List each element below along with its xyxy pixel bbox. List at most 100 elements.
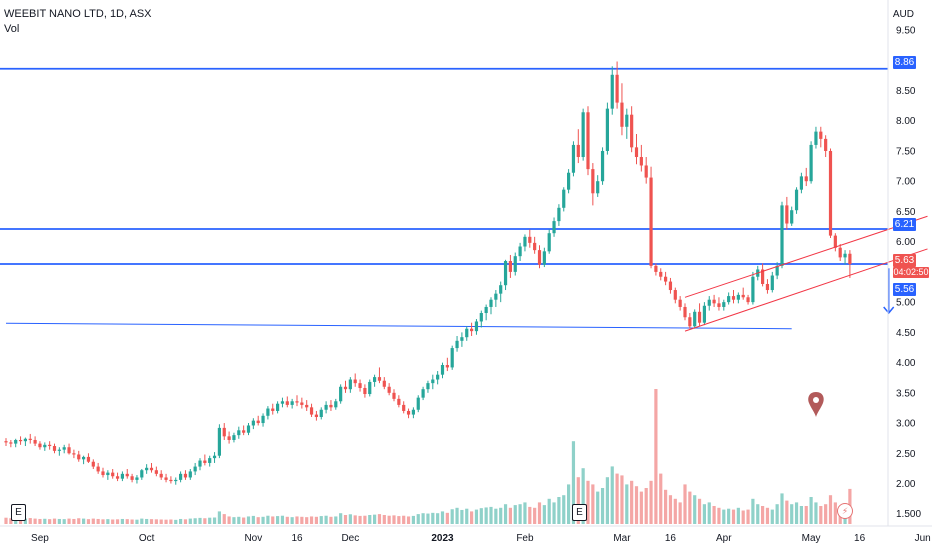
volume-bar [644, 488, 648, 524]
price-tag-level-mid: 6.21 [893, 218, 916, 231]
volume-bar [828, 495, 833, 524]
candle-body [203, 460, 207, 463]
volume-bar [804, 506, 808, 524]
candle-body [542, 251, 546, 265]
y-tick-label: 8.50 [896, 86, 916, 97]
volume-bar [809, 497, 813, 524]
volume-bar [212, 517, 217, 524]
candle-body [722, 302, 726, 307]
volume-bar [339, 513, 343, 524]
candle-body [164, 477, 168, 480]
candle-body [368, 381, 372, 395]
candle-body [630, 114, 634, 148]
candle-body [145, 467, 149, 471]
volume-bar [358, 515, 362, 524]
volume-bar [707, 502, 711, 524]
volume-bar [794, 502, 799, 524]
candle-body [140, 470, 144, 478]
time-axis: Sep Oct Nov 16 Dec 2023 Feb Mar 16 Apr May 16 Jun [31, 533, 931, 544]
volume-bar [169, 519, 173, 524]
volume-bar [48, 519, 52, 524]
volume-bar [678, 502, 682, 524]
support-trend-line [5, 322, 792, 330]
volume-bar [445, 512, 449, 524]
volume-bar [164, 519, 168, 524]
volume-bar [630, 480, 634, 524]
candle-body [48, 444, 52, 447]
volume-bar [610, 466, 614, 524]
volume-bar [353, 515, 357, 524]
candle-body [440, 365, 445, 375]
candle-body [101, 471, 105, 476]
lightning-icon[interactable]: ⚡ [837, 503, 853, 519]
candle-body [373, 377, 377, 382]
y-tick-label: 7.50 [896, 146, 916, 157]
candle-body [465, 328, 469, 338]
y-tick-label: 3.50 [896, 388, 916, 399]
candle-body [358, 383, 362, 388]
candle-body [300, 402, 304, 405]
candle-body [43, 444, 47, 448]
candles [4, 61, 852, 485]
volume-bar [499, 507, 503, 524]
candle-body [242, 430, 246, 433]
volume-bar [533, 507, 537, 524]
candle-body [309, 407, 314, 415]
candle-body [406, 410, 411, 415]
volume-bar [82, 518, 86, 524]
volume-bar [256, 517, 260, 524]
volume-bar [440, 511, 445, 524]
volume-bar [489, 506, 493, 524]
currency-label: AUD [892, 9, 914, 20]
candle-body [654, 265, 658, 272]
candle-body [513, 256, 517, 272]
horizontal-levels [0, 67, 888, 330]
candle-body [634, 147, 639, 158]
candle-body [547, 233, 551, 252]
x-tick-label: 2023 [431, 533, 454, 544]
candle-body [819, 131, 823, 139]
volume-bar [159, 519, 163, 524]
volume-bar [634, 486, 639, 524]
candle-body [712, 299, 716, 304]
earnings-event-icon[interactable]: E [11, 504, 26, 521]
candle-body [120, 473, 124, 479]
candle-body [746, 297, 750, 303]
volume-bar [276, 516, 280, 524]
candle-body [198, 460, 202, 467]
volume-bar [722, 509, 726, 524]
candle-body [4, 441, 8, 443]
volume-bar [639, 491, 643, 524]
volume-bar [605, 477, 609, 524]
candle-body [600, 150, 605, 182]
volume-bar [67, 518, 71, 524]
channel-line-upper [684, 215, 928, 298]
candle-body [484, 306, 488, 314]
volume-bar [406, 516, 411, 524]
candle-body [523, 236, 527, 247]
candle-body [528, 236, 532, 243]
candle-body [731, 296, 736, 300]
candle-body [246, 425, 251, 433]
candle-body [276, 403, 280, 411]
volume-bar [111, 519, 115, 524]
candle-body [285, 401, 289, 405]
volume-bar [586, 480, 590, 524]
volume-bar [659, 473, 663, 524]
candle-body [86, 456, 91, 462]
candle-body [765, 283, 770, 291]
volume-bar [765, 507, 770, 524]
earnings-event-icon[interactable]: E [572, 504, 587, 521]
candle-body [499, 285, 503, 294]
candle-body [135, 477, 139, 480]
volume-bar [246, 516, 251, 524]
candle-body [67, 447, 71, 454]
x-tick-label: Feb [516, 533, 534, 544]
candle-body [431, 379, 435, 384]
volume-bar [106, 519, 110, 524]
candle-body [91, 461, 95, 467]
candle-body [824, 138, 828, 151]
candle-body [814, 131, 818, 145]
volume-bar [756, 504, 760, 524]
